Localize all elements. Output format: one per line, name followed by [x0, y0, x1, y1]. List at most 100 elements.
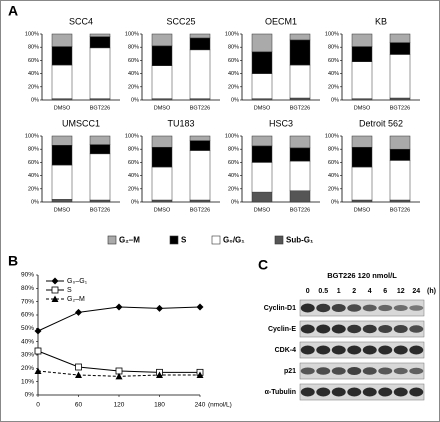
x-tick-label: 180 [154, 402, 165, 409]
y-tick-label: 100% [325, 133, 339, 139]
bar-segment [289, 160, 311, 192]
legend-label: Sub-G₁ [286, 236, 314, 245]
y-tick-label: 30% [21, 352, 34, 359]
marker [115, 303, 123, 311]
x-tick-label: DMSO [254, 207, 271, 213]
blot-band [409, 345, 424, 355]
blot-strip [299, 383, 425, 401]
marker [34, 347, 42, 355]
bar-segment [189, 199, 211, 203]
x-tick-label: BGT226 [90, 105, 110, 111]
bar-segment [289, 97, 311, 101]
x-tick-label: BGT226 [190, 105, 210, 111]
x-tick-label: 120 [114, 402, 125, 409]
bar-segment [389, 135, 411, 150]
blot-band [316, 367, 331, 375]
bar-segment [151, 45, 173, 66]
y-tick-label: 20% [328, 84, 339, 90]
lane-label: 24 [412, 288, 420, 295]
bar-segment [251, 145, 273, 163]
bar-segment [89, 36, 111, 49]
blot-band [300, 387, 315, 397]
blot-band [378, 304, 393, 312]
blot-band [331, 387, 346, 397]
x-tick-label: DMSO [54, 105, 71, 111]
protein-label: Cyclin-D1 [264, 305, 296, 312]
y-tick-label: 20% [228, 84, 239, 90]
legend-label: G₂–M [67, 296, 85, 303]
blot-band [362, 304, 377, 312]
marker [75, 308, 82, 316]
lane-label: 0 [306, 288, 310, 295]
bar-segment [251, 135, 273, 147]
chart-title: TU183 [167, 118, 194, 128]
chart-title: SCC25 [166, 16, 195, 26]
bar-segment [189, 37, 211, 51]
y-tick-label: 60% [328, 160, 339, 166]
y-tick-label: 0% [25, 392, 35, 399]
bar-segment [151, 166, 173, 201]
marker [51, 277, 59, 285]
blot-band [347, 387, 362, 397]
legend-label: G₀–G₁ [67, 278, 88, 285]
blot-band [378, 325, 393, 333]
legend-label: S [181, 236, 187, 245]
x-tick-label: BGT226 [190, 207, 210, 213]
y-tick-label: 40% [328, 173, 339, 179]
marker [196, 371, 204, 378]
protein-label: α-Tubulin [265, 389, 296, 396]
x-axis-label: (nmol/L) [208, 402, 232, 409]
marker [196, 303, 204, 311]
bar-segment [51, 144, 73, 166]
lane-label: 2 [352, 288, 356, 295]
bar-segment [151, 135, 173, 148]
y-tick-label: 70% [21, 298, 34, 305]
bar-segment [89, 199, 111, 203]
y-tick-label: 20% [28, 84, 39, 90]
blot-band [393, 305, 408, 311]
marker [34, 327, 42, 335]
bar-segment [89, 33, 111, 37]
y-tick-label: 40% [128, 71, 139, 77]
blot-band [316, 324, 331, 334]
y-tick-label: 0% [331, 97, 339, 103]
bar-segment [189, 140, 211, 151]
blot-band [347, 324, 362, 334]
blot-band [393, 325, 408, 333]
marker [156, 304, 163, 312]
blot-title: BGT226 120 nmol/L [327, 271, 397, 280]
blot-band [347, 304, 362, 312]
y-tick-label: 60% [228, 58, 239, 64]
bar-segment [89, 47, 111, 99]
y-tick-label: 0% [231, 97, 239, 103]
legend-label: G₀/G₁ [223, 236, 245, 245]
y-tick-label: 0% [31, 97, 39, 103]
x-tick-label: BGT226 [290, 207, 310, 213]
bar-segment [89, 135, 111, 145]
y-tick-label: 40% [328, 71, 339, 77]
marker [75, 371, 82, 378]
blot-band [393, 387, 408, 397]
blot-band [409, 325, 424, 333]
y-tick-label: 100% [325, 31, 339, 37]
bar-segment [389, 42, 411, 55]
blot-band [300, 367, 315, 375]
y-tick-label: 40% [21, 338, 34, 345]
bar-segment [151, 65, 173, 99]
y-tick-label: 40% [228, 71, 239, 77]
y-tick-label: 60% [28, 58, 39, 64]
bar-segment [251, 51, 273, 74]
y-tick-label: 80% [128, 147, 139, 153]
y-tick-label: 0% [131, 97, 139, 103]
chart-title: UMSCC1 [62, 118, 100, 128]
bar-segment [351, 61, 373, 99]
y-tick-label: 20% [328, 186, 339, 192]
y-tick-label: 0% [131, 199, 139, 205]
bar-segment [351, 146, 373, 168]
bar-segment [189, 33, 211, 39]
bar-segment [151, 146, 173, 168]
panel-label: A [8, 3, 18, 19]
blot-band [378, 387, 393, 397]
blot-band [316, 345, 331, 355]
